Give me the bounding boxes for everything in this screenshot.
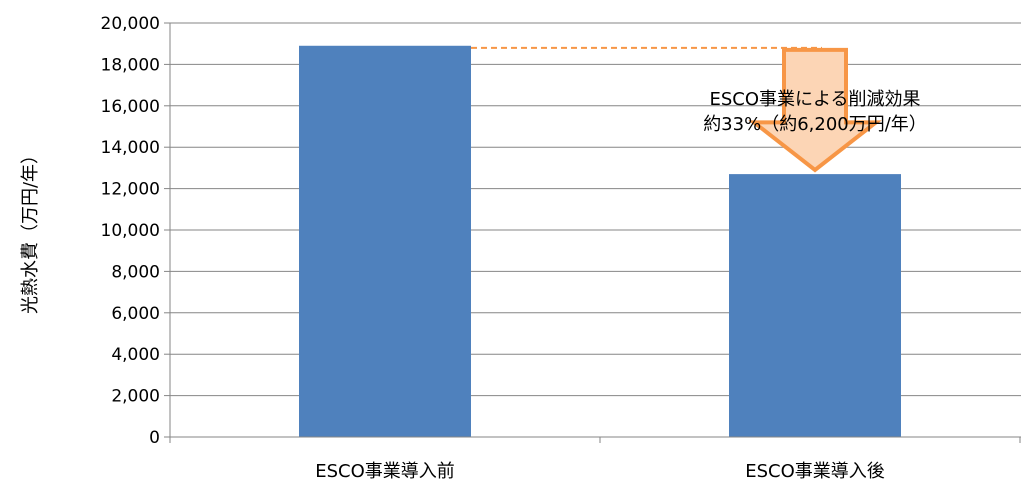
y-tick-label: 12,000 — [101, 180, 160, 200]
annotation-line-2: 約33%（約6,200万円/年） — [703, 114, 927, 135]
bars — [299, 45, 901, 438]
annotation-line-1: ESCO事業による削減効果 — [710, 89, 921, 110]
y-tick-label: 0 — [149, 428, 160, 448]
y-tick-label: 6,000 — [111, 304, 160, 324]
bar — [729, 174, 901, 438]
y-tick-labels: 0 2,000 4,000 6,000 8,000 10,000 12,000 14,000 1… — [101, 14, 160, 448]
y-tick-label: 16,000 — [101, 97, 160, 117]
axes — [164, 22, 1021, 443]
y-tick-label: 2,000 — [111, 387, 160, 407]
x-category-labels: ESCO事業導入前 ESCO事業導入後 — [315, 461, 885, 482]
y-tick-label: 20,000 — [101, 14, 160, 34]
bar — [299, 45, 471, 438]
x-category-label: ESCO事業導入後 — [745, 461, 885, 482]
reduction-arrow — [748, 47, 882, 173]
y-tick-label: 8,000 — [111, 262, 160, 282]
x-category-label: ESCO事業導入前 — [315, 461, 455, 482]
y-tick-label: 4,000 — [111, 345, 160, 365]
y-tick-label: 10,000 — [101, 221, 160, 241]
y-tick-label: 14,000 — [101, 138, 160, 158]
y-tick-label: 18,000 — [101, 55, 160, 75]
y-axis-title: 光熱水費（万円/年） — [20, 146, 41, 314]
